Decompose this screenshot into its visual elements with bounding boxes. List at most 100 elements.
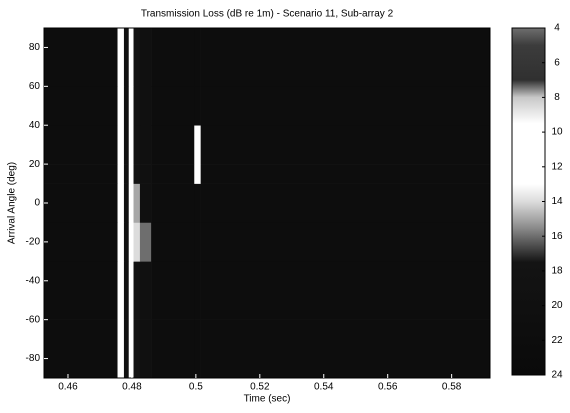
y-axis-label: Arrival Angle (deg) [7,162,18,244]
heatmap-cell [128,319,134,379]
colorbar-tick-label: 20 [551,300,563,311]
heatmap-cell [151,125,195,165]
heatmap-cell [117,261,125,320]
heatmap-cell [194,319,201,379]
y-tick-label: -80 [26,353,41,364]
heatmap-cell [44,183,118,223]
heatmap-cell [117,125,125,165]
x-tick-label: 0.5 [189,382,203,393]
colorbar-tick-label: 10 [551,127,563,138]
heatmap-cell [117,164,125,184]
heatmap-cell [133,164,141,184]
y-tick-label: 0 [34,198,40,209]
x-tick-label: 0.52 [250,382,270,393]
heatmap-cell [128,261,134,320]
heatmap-cell [117,86,125,126]
heatmap-cell [123,86,130,126]
heatmap-cell [128,164,134,184]
heatmap-cell [44,164,118,184]
heatmap-cell [200,222,491,262]
heatmap-cell [151,164,195,184]
y-tick-label: 40 [29,120,41,131]
heatmap-cell [123,261,130,320]
x-axis-label: Time (sec) [244,394,291,405]
heatmap-cell [200,183,491,223]
heatmap-cell [194,86,201,126]
heatmap-cell [200,28,491,87]
heatmap-cell [117,183,125,223]
heatmap-cell [133,319,141,379]
x-tick-label: 0.58 [442,382,462,393]
colorbar-tick-label: 14 [551,196,563,207]
heatmap-cell [133,125,141,165]
heatmap-cell [133,183,141,223]
heatmap-cell [139,261,152,320]
y-tick-label: 80 [29,42,41,53]
y-tick-label: 20 [29,159,41,170]
x-tick-label: 0.54 [314,382,334,393]
heatmap-cell [194,125,201,165]
heatmap-cell [133,86,141,126]
heatmap-cell [200,319,491,379]
heatmap-cell [151,86,195,126]
heatmap-cell [151,183,195,223]
heatmap-cell [128,86,134,126]
heatmap-cell [194,28,201,87]
heatmap-cell [200,164,491,184]
heatmap-cell [139,164,152,184]
heatmap-cell [139,319,152,379]
heatmap-cell [128,125,134,165]
colorbar [511,27,546,376]
heatmap-cell [44,261,118,320]
heatmap-cell [139,125,152,165]
heatmap-cell [44,86,118,126]
heatmap-cell [194,222,201,262]
colorbar-tick-label: 8 [554,92,560,103]
heatmap-cell [200,86,491,126]
heatmap-cell [200,125,491,165]
heatmap-cell [117,222,125,262]
heatmap-cell [139,222,152,262]
colorbar-tick-label: 18 [551,266,563,277]
heatmap-cell [200,261,491,320]
heatmap-cell [123,125,130,165]
y-tick-label: -20 [26,237,41,248]
colorbar-tick-label: 24 [551,370,563,381]
colorbar-tick-label: 4 [554,23,560,34]
heatmap-cell [139,28,152,87]
heatmap-cell [123,319,130,379]
heatmap-cell [151,261,195,320]
heatmap-cell [133,261,141,320]
heatmap-cell [44,125,118,165]
y-tick-label: -60 [26,314,41,325]
colorbar-tick-label: 22 [551,335,563,346]
y-tick-label: -40 [26,275,41,286]
heatmap-cell [128,222,134,262]
colorbar-tick-label: 16 [551,231,563,242]
heatmap-cell [151,28,195,87]
heatmap-cell [117,319,125,379]
heatmap-cell [151,319,195,379]
colorbar-tick-label: 12 [551,161,563,172]
x-tick-label: 0.46 [58,382,78,393]
heatmap-cell [133,222,141,262]
heatmap-cell [128,183,134,223]
heatmap-cell [123,28,130,87]
heatmap-cell [117,28,125,87]
heatmap-cell [139,86,152,126]
heatmap-cell [194,261,201,320]
heatmap-cell [123,164,130,184]
heatmap-cell [139,183,152,223]
heatmap-cell [151,222,195,262]
y-tick-label: 60 [29,81,41,92]
x-tick-label: 0.48 [122,382,142,393]
colorbar-tick-label: 6 [554,57,560,68]
x-tick-label: 0.56 [378,382,398,393]
heatmap-cell [123,183,130,223]
heatmap-cell [44,319,118,379]
heatmap-cell [128,28,134,87]
heatmap-cell [133,28,141,87]
heatmap-cell [44,28,118,87]
heatmap-cell [44,222,118,262]
